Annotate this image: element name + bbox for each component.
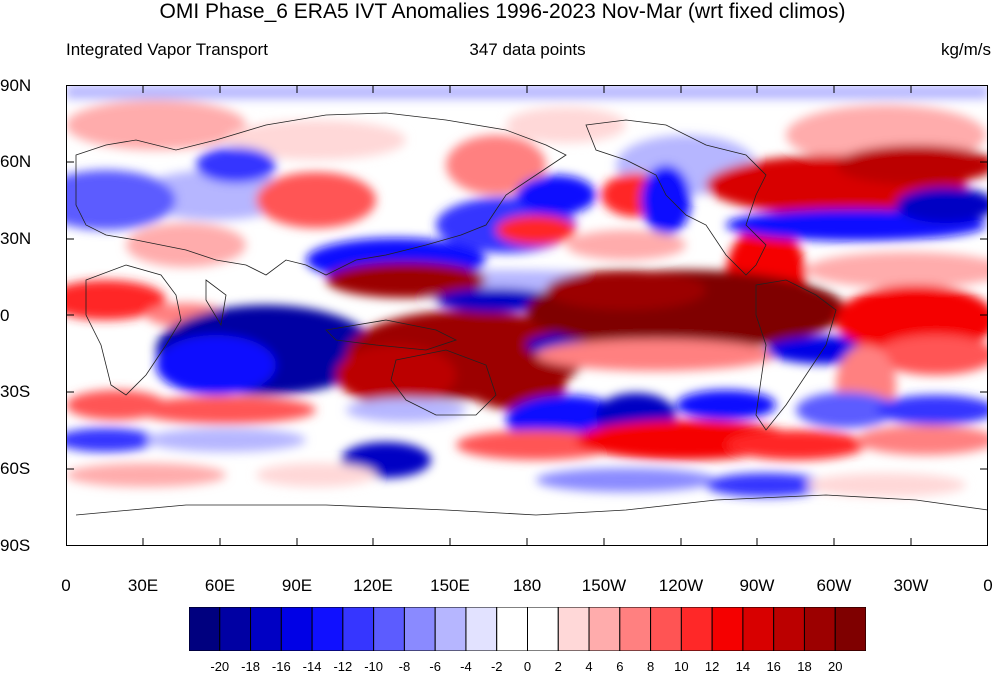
colorbar-label: 6 bbox=[616, 659, 624, 674]
colorbar-label: -4 bbox=[460, 659, 472, 674]
colorbar-box bbox=[619, 607, 652, 651]
colorbar-label: 10 bbox=[674, 659, 689, 674]
anomaly-map bbox=[66, 85, 988, 546]
colorbar-label: 18 bbox=[797, 659, 812, 674]
lon-label: 0 bbox=[61, 576, 71, 595]
colorbar-box bbox=[773, 607, 805, 651]
colorbar-box bbox=[527, 607, 559, 651]
lat-label: 30N bbox=[0, 229, 32, 248]
colorbar-box bbox=[711, 607, 744, 651]
colorbar-boxes bbox=[189, 607, 866, 651]
colorbar-label: -8 bbox=[398, 659, 411, 674]
center-subtitle: 347 data points bbox=[469, 40, 586, 59]
colorbar-box bbox=[650, 607, 682, 651]
lon-label: 150W bbox=[581, 576, 627, 595]
colorbar-box bbox=[496, 607, 529, 651]
colorbar-box bbox=[588, 607, 621, 651]
map-border bbox=[66, 85, 988, 546]
colorbar-box bbox=[465, 607, 498, 651]
units-label: kg/m/s bbox=[940, 40, 991, 59]
colorbar-label: -6 bbox=[429, 659, 441, 674]
lon-label: 180 bbox=[512, 576, 542, 595]
colorbar-label: 8 bbox=[646, 659, 655, 674]
coastlines bbox=[75, 112, 988, 516]
colorbar-label: 12 bbox=[704, 659, 720, 674]
colorbar-label: 4 bbox=[585, 659, 593, 674]
lon-label: 60E bbox=[204, 576, 236, 595]
lon-label: 30E bbox=[127, 576, 159, 595]
colorbar-box bbox=[680, 607, 713, 651]
lon-label: 30W bbox=[893, 576, 929, 595]
lat-label: 60N bbox=[0, 152, 32, 171]
tick-marks bbox=[66, 85, 988, 546]
colorbar-label: -16 bbox=[271, 659, 291, 674]
colorbar-label: -10 bbox=[364, 659, 384, 674]
colorbar-label: -18 bbox=[241, 659, 260, 674]
left-subtitle: Integrated Vapor Transport bbox=[66, 40, 268, 59]
lon-label: 90W bbox=[739, 576, 775, 595]
colorbar-box bbox=[342, 607, 375, 651]
colorbar-label: 20 bbox=[827, 659, 843, 674]
colorbar-box bbox=[189, 607, 221, 651]
colorbar-box bbox=[373, 607, 405, 651]
lon-label: 150E bbox=[430, 576, 470, 595]
colorbar-label: 14 bbox=[735, 659, 751, 674]
colorbar-label: 16 bbox=[766, 659, 781, 674]
colorbar-label: 2 bbox=[554, 659, 562, 674]
lat-label: 30S bbox=[0, 382, 31, 401]
colorbar-label: -12 bbox=[333, 659, 353, 674]
colorbar bbox=[189, 607, 866, 651]
colorbar-box bbox=[311, 607, 344, 651]
colorbar-box bbox=[280, 607, 313, 651]
lon-label: 90E bbox=[281, 576, 313, 595]
colorbar-label: 0 bbox=[523, 659, 532, 674]
lat-label: 60S bbox=[0, 459, 31, 478]
colorbar-label: -20 bbox=[210, 659, 230, 674]
lat-label: 90N bbox=[0, 76, 32, 95]
lon-label: 120E bbox=[353, 576, 393, 595]
colorbar-box bbox=[219, 607, 252, 651]
colorbar-box bbox=[742, 607, 775, 651]
colorbar-label: -2 bbox=[490, 659, 503, 674]
colorbar-box bbox=[557, 607, 590, 651]
colorbar-box bbox=[403, 607, 436, 651]
lat-label: 90S bbox=[0, 536, 31, 555]
colorbar-label: -14 bbox=[302, 659, 322, 674]
plot-title: OMI Phase_6 ERA5 IVT Anomalies 1996-2023… bbox=[159, 0, 846, 23]
colorbar-box bbox=[834, 607, 866, 651]
lon-label: 60W bbox=[816, 576, 852, 595]
lon-label: 120W bbox=[658, 576, 704, 595]
colorbar-box bbox=[803, 607, 836, 651]
colorbar-box bbox=[434, 607, 467, 651]
colorbar-box bbox=[250, 607, 282, 651]
lat-label: 0 bbox=[0, 306, 10, 325]
lon-label: 0 bbox=[983, 576, 993, 595]
